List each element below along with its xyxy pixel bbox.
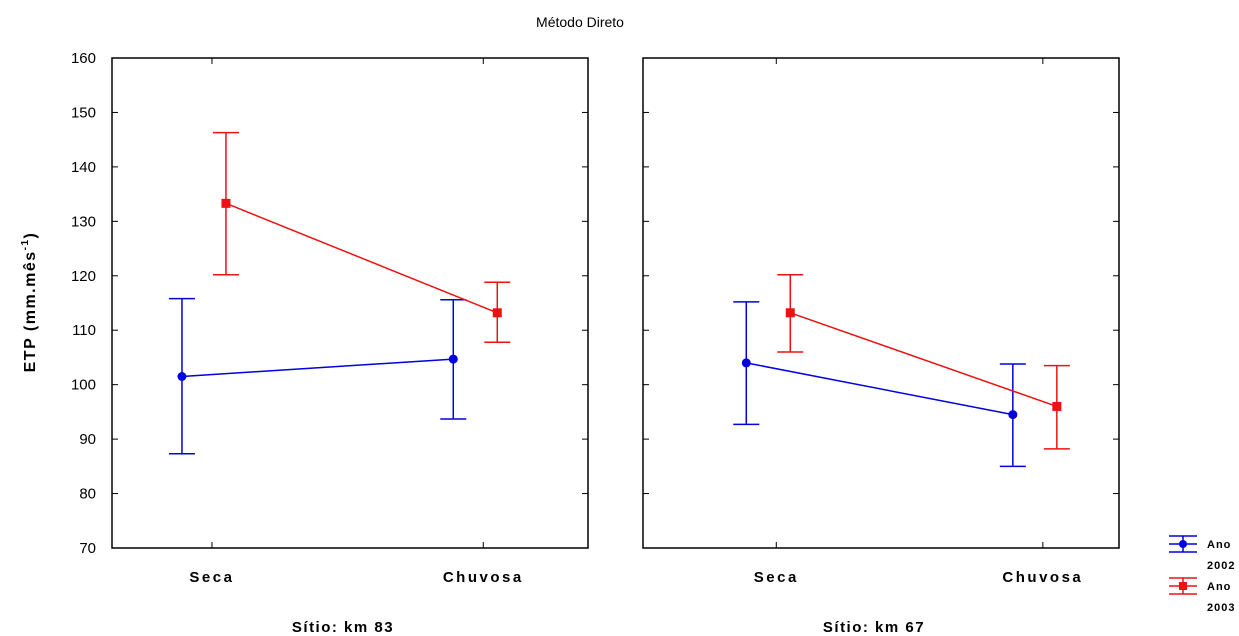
- y-axis-label-end: ): [22, 232, 39, 239]
- legend: Ano 2002 Ano 2003: [1169, 535, 1235, 614]
- legend-label-line1: Ano: [1207, 539, 1231, 551]
- data-point: [492, 308, 502, 318]
- y-tick-label: 120: [71, 268, 96, 285]
- panel: Seca Chuvosa Sítio: km 83: [111, 57, 589, 636]
- plot-frame: [642, 57, 1120, 549]
- panel-label: Sítio: km 67: [823, 619, 925, 636]
- y-axis-label: ETP (mm.mês-1): [20, 232, 39, 373]
- data-point: [785, 308, 795, 318]
- y-tick-label: 110: [72, 322, 96, 339]
- y-tick-label: 100: [71, 377, 96, 394]
- legend-label-line2: 2002: [1207, 560, 1235, 572]
- legend-marker: [1179, 540, 1187, 548]
- panels: Seca Chuvosa Sítio: km 83 Seca Chuvosa Sítio:…: [111, 57, 1120, 636]
- legend-item: Ano 2003: [1169, 577, 1235, 614]
- series-line: [181, 358, 454, 378]
- y-tick-label: 140: [71, 159, 96, 176]
- x-category-label: Seca: [754, 569, 799, 586]
- data-point: [221, 198, 231, 208]
- legend-label-line2: 2003: [1207, 602, 1235, 614]
- series-2002: [168, 297, 467, 455]
- y-tick-label: 150: [71, 104, 96, 121]
- data-point: [448, 354, 458, 364]
- series-line: [790, 312, 1058, 408]
- series-line: [746, 362, 1013, 416]
- x-category-label: Seca: [189, 569, 234, 586]
- y-tick-label: 130: [71, 213, 96, 230]
- chart-title: Método Direto: [536, 14, 624, 30]
- y-tick-label: 90: [79, 431, 96, 448]
- y-tick-label: 70: [79, 540, 96, 557]
- data-point: [1008, 410, 1018, 420]
- series-2002: [733, 301, 1026, 468]
- y-ticks: 70 80 90 100 110 120 130 140 150 160: [71, 50, 96, 557]
- y-tick-label: 160: [71, 50, 96, 67]
- series-2003: [777, 273, 1070, 450]
- y-axis-label-sup: -1: [20, 238, 31, 250]
- data-point: [741, 358, 751, 368]
- series-line: [225, 202, 498, 314]
- plot-frame: [111, 57, 589, 549]
- panel: Seca Chuvosa Sítio: km 67: [642, 57, 1120, 636]
- data-point: [177, 372, 187, 381]
- panel-label: Sítio: km 83: [292, 619, 394, 636]
- y-axis-label-main: ETP (mm.mês: [22, 250, 39, 372]
- legend-label-line1: Ano: [1207, 581, 1231, 593]
- legend-item: Ano 2002: [1169, 535, 1235, 572]
- x-category-label: Chuvosa: [443, 569, 524, 586]
- data-point: [1052, 401, 1062, 411]
- y-tick-label: 80: [79, 486, 96, 503]
- series-2003: [212, 131, 511, 343]
- legend-marker: [1179, 582, 1187, 590]
- x-category-label: Chuvosa: [1002, 569, 1083, 586]
